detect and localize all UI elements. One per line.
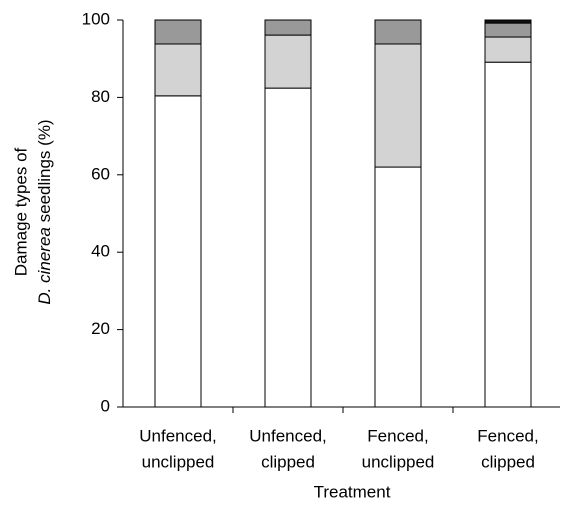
x-axis-label: Treatment: [314, 482, 391, 501]
x-tick-label: clipped: [481, 452, 535, 471]
bar-segment: [484, 19, 532, 24]
bar-segment: [154, 95, 202, 408]
x-tick-label: unclipped: [142, 452, 215, 471]
bar-segment: [264, 87, 312, 408]
bar-segment: [484, 36, 532, 63]
bar-segment: [374, 19, 422, 45]
x-tick-label: Fenced,: [477, 426, 538, 445]
x-tick-label: unclipped: [362, 452, 435, 471]
bar-segment: [374, 43, 422, 168]
y-tick-label: 80: [91, 87, 110, 106]
y-axis-label-italic: D. cinerea: [35, 227, 54, 304]
y-tick-label: 0: [101, 396, 110, 415]
bar-segment: [154, 19, 202, 45]
x-tick-label: Unfenced,: [249, 426, 327, 445]
y-tick-label: 100: [82, 9, 110, 28]
bar-segment: [484, 22, 532, 38]
y-axis-label-rest: seedlings (%): [35, 119, 54, 222]
x-tick-label: Fenced,: [367, 426, 428, 445]
bar-segment: [264, 19, 312, 36]
y-tick-label: 40: [91, 242, 110, 261]
bar-segment: [264, 34, 312, 89]
y-axis-label: Damage types of: [11, 147, 30, 276]
bar-segment: [154, 43, 202, 97]
bar-segment: [484, 61, 532, 408]
bar-segment: [374, 166, 422, 408]
x-tick-label: clipped: [261, 452, 315, 471]
y-tick-label: 60: [91, 164, 110, 183]
x-tick-label: Unfenced,: [139, 426, 217, 445]
y-axis-label: D. cinerea seedlings (%): [35, 119, 54, 304]
y-tick-label: 20: [91, 319, 110, 338]
